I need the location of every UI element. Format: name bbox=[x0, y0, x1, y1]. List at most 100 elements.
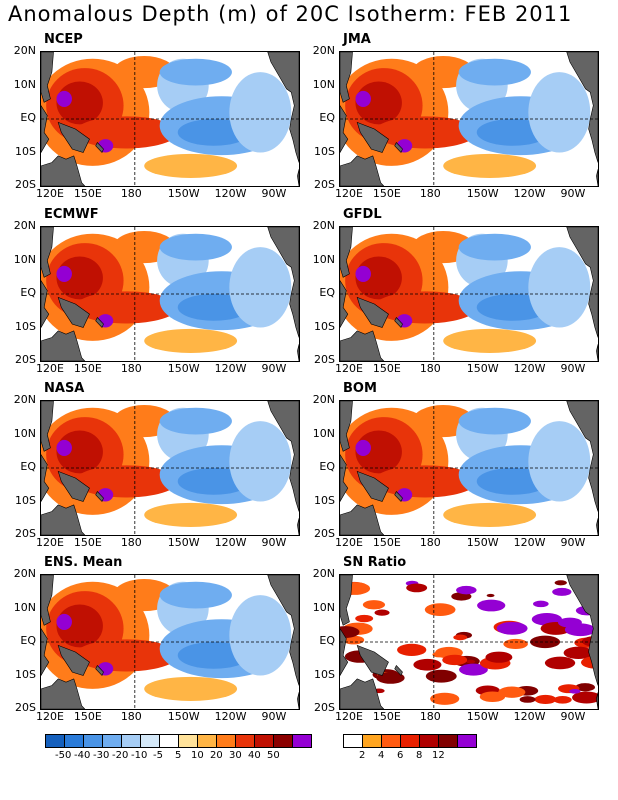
y-tick-label: 20N bbox=[13, 219, 36, 232]
field-blob bbox=[534, 694, 557, 705]
y-tick-label: 10N bbox=[312, 426, 335, 440]
field-blob bbox=[144, 328, 238, 353]
y-tick-label: 20S bbox=[15, 178, 36, 191]
field-blob bbox=[355, 614, 374, 623]
field-blob bbox=[425, 669, 457, 683]
land-mass bbox=[41, 52, 54, 103]
y-tick-label: 20N bbox=[13, 44, 36, 57]
x-tick-label: 90W bbox=[261, 362, 287, 375]
land-mass bbox=[95, 664, 104, 677]
colorbar-swatch bbox=[141, 735, 160, 747]
x-tick-label: 90W bbox=[560, 710, 586, 723]
anomaly-field-map bbox=[41, 401, 299, 535]
field-blob bbox=[406, 583, 428, 593]
land-mass bbox=[394, 141, 403, 154]
land-mass bbox=[394, 316, 403, 329]
x-tick-label: 150W bbox=[466, 710, 499, 723]
field-blob bbox=[544, 656, 576, 670]
colorbar-label: 40 bbox=[248, 750, 261, 761]
map-panel-nasa bbox=[40, 400, 300, 536]
anomaly-colorbar bbox=[45, 734, 312, 748]
field-blob bbox=[159, 233, 232, 261]
field-blob bbox=[503, 638, 528, 650]
y-tick-label: 10S bbox=[15, 493, 36, 507]
land-mass bbox=[596, 169, 598, 186]
y-tick-label: 10S bbox=[314, 667, 335, 681]
colorbar-swatch bbox=[103, 735, 122, 747]
field-blob bbox=[458, 407, 531, 435]
field-blob bbox=[554, 580, 567, 586]
field-blob bbox=[56, 90, 72, 107]
land-mass bbox=[596, 344, 598, 361]
x-tick-label: 150E bbox=[73, 536, 102, 549]
y-tick-label: EQ bbox=[20, 634, 36, 647]
x-tick-label: 120E bbox=[335, 362, 363, 375]
field-blob bbox=[144, 153, 238, 178]
land-mass bbox=[57, 296, 90, 328]
colorbar-label: 4 bbox=[378, 750, 385, 761]
land-mass bbox=[41, 454, 50, 503]
field-blob bbox=[373, 116, 477, 149]
field-blob bbox=[362, 600, 386, 610]
land-mass bbox=[297, 169, 299, 186]
x-tick-label: 120E bbox=[36, 536, 64, 549]
field-blob bbox=[56, 613, 72, 630]
colorbar-label: -30 bbox=[93, 750, 110, 761]
colorbar-label: -10 bbox=[131, 750, 148, 761]
x-tick-label: 150W bbox=[167, 710, 200, 723]
field-blob bbox=[557, 617, 582, 628]
field-blob bbox=[553, 696, 572, 704]
x-tick-label: 120W bbox=[214, 187, 247, 200]
x-tick-label: 180 bbox=[419, 362, 441, 375]
y-tick-label: 10S bbox=[15, 667, 36, 681]
land-mass bbox=[57, 121, 90, 153]
land-mass bbox=[356, 121, 389, 153]
x-tick-label: 150E bbox=[73, 362, 102, 375]
y-tick-label: EQ bbox=[20, 286, 36, 299]
colorbar-label: 10 bbox=[191, 750, 204, 761]
colorbar-swatch bbox=[401, 735, 420, 747]
y-tick-label: 20S bbox=[314, 527, 335, 540]
field-blob bbox=[374, 609, 390, 616]
land-mass bbox=[41, 105, 50, 154]
field-blob bbox=[424, 603, 456, 617]
colorbar-label: -5 bbox=[153, 750, 163, 761]
field-blob bbox=[443, 328, 537, 353]
y-tick-label: EQ bbox=[319, 634, 335, 647]
x-tick-label: 180 bbox=[419, 536, 441, 549]
field-blob bbox=[485, 651, 513, 663]
land-mass bbox=[297, 344, 299, 361]
land-mass bbox=[340, 280, 349, 329]
field-blob bbox=[443, 153, 537, 178]
x-tick-label: 120E bbox=[36, 362, 64, 375]
land-mass bbox=[95, 316, 104, 329]
x-tick-label: 150E bbox=[73, 187, 102, 200]
x-tick-label: 150W bbox=[167, 362, 200, 375]
x-tick-label: 180 bbox=[120, 362, 142, 375]
field-blob bbox=[355, 90, 371, 107]
colorbar-swatch bbox=[420, 735, 439, 747]
x-tick-label: 120W bbox=[513, 710, 546, 723]
field-blob bbox=[443, 502, 537, 527]
field-blob bbox=[159, 407, 232, 435]
field-blob bbox=[496, 621, 528, 635]
land-mass bbox=[41, 280, 50, 329]
x-tick-label: 180 bbox=[419, 710, 441, 723]
y-tick-label: EQ bbox=[319, 460, 335, 473]
colorbar-swatch bbox=[344, 735, 363, 747]
x-tick-label: 90W bbox=[560, 362, 586, 375]
field-blob bbox=[56, 439, 72, 456]
y-tick-label: 20S bbox=[314, 353, 335, 366]
field-blob bbox=[229, 595, 292, 676]
field-blob bbox=[373, 465, 477, 498]
panel-title: BOM bbox=[343, 381, 377, 396]
land-mass bbox=[340, 401, 353, 452]
land-mass bbox=[267, 227, 299, 338]
field-blob bbox=[74, 639, 178, 672]
land-mass bbox=[340, 330, 385, 361]
field-blob bbox=[144, 676, 238, 701]
x-tick-label: 150W bbox=[466, 187, 499, 200]
land-mass bbox=[95, 141, 104, 154]
field-blob bbox=[430, 692, 460, 705]
y-tick-label: 10N bbox=[13, 600, 36, 614]
